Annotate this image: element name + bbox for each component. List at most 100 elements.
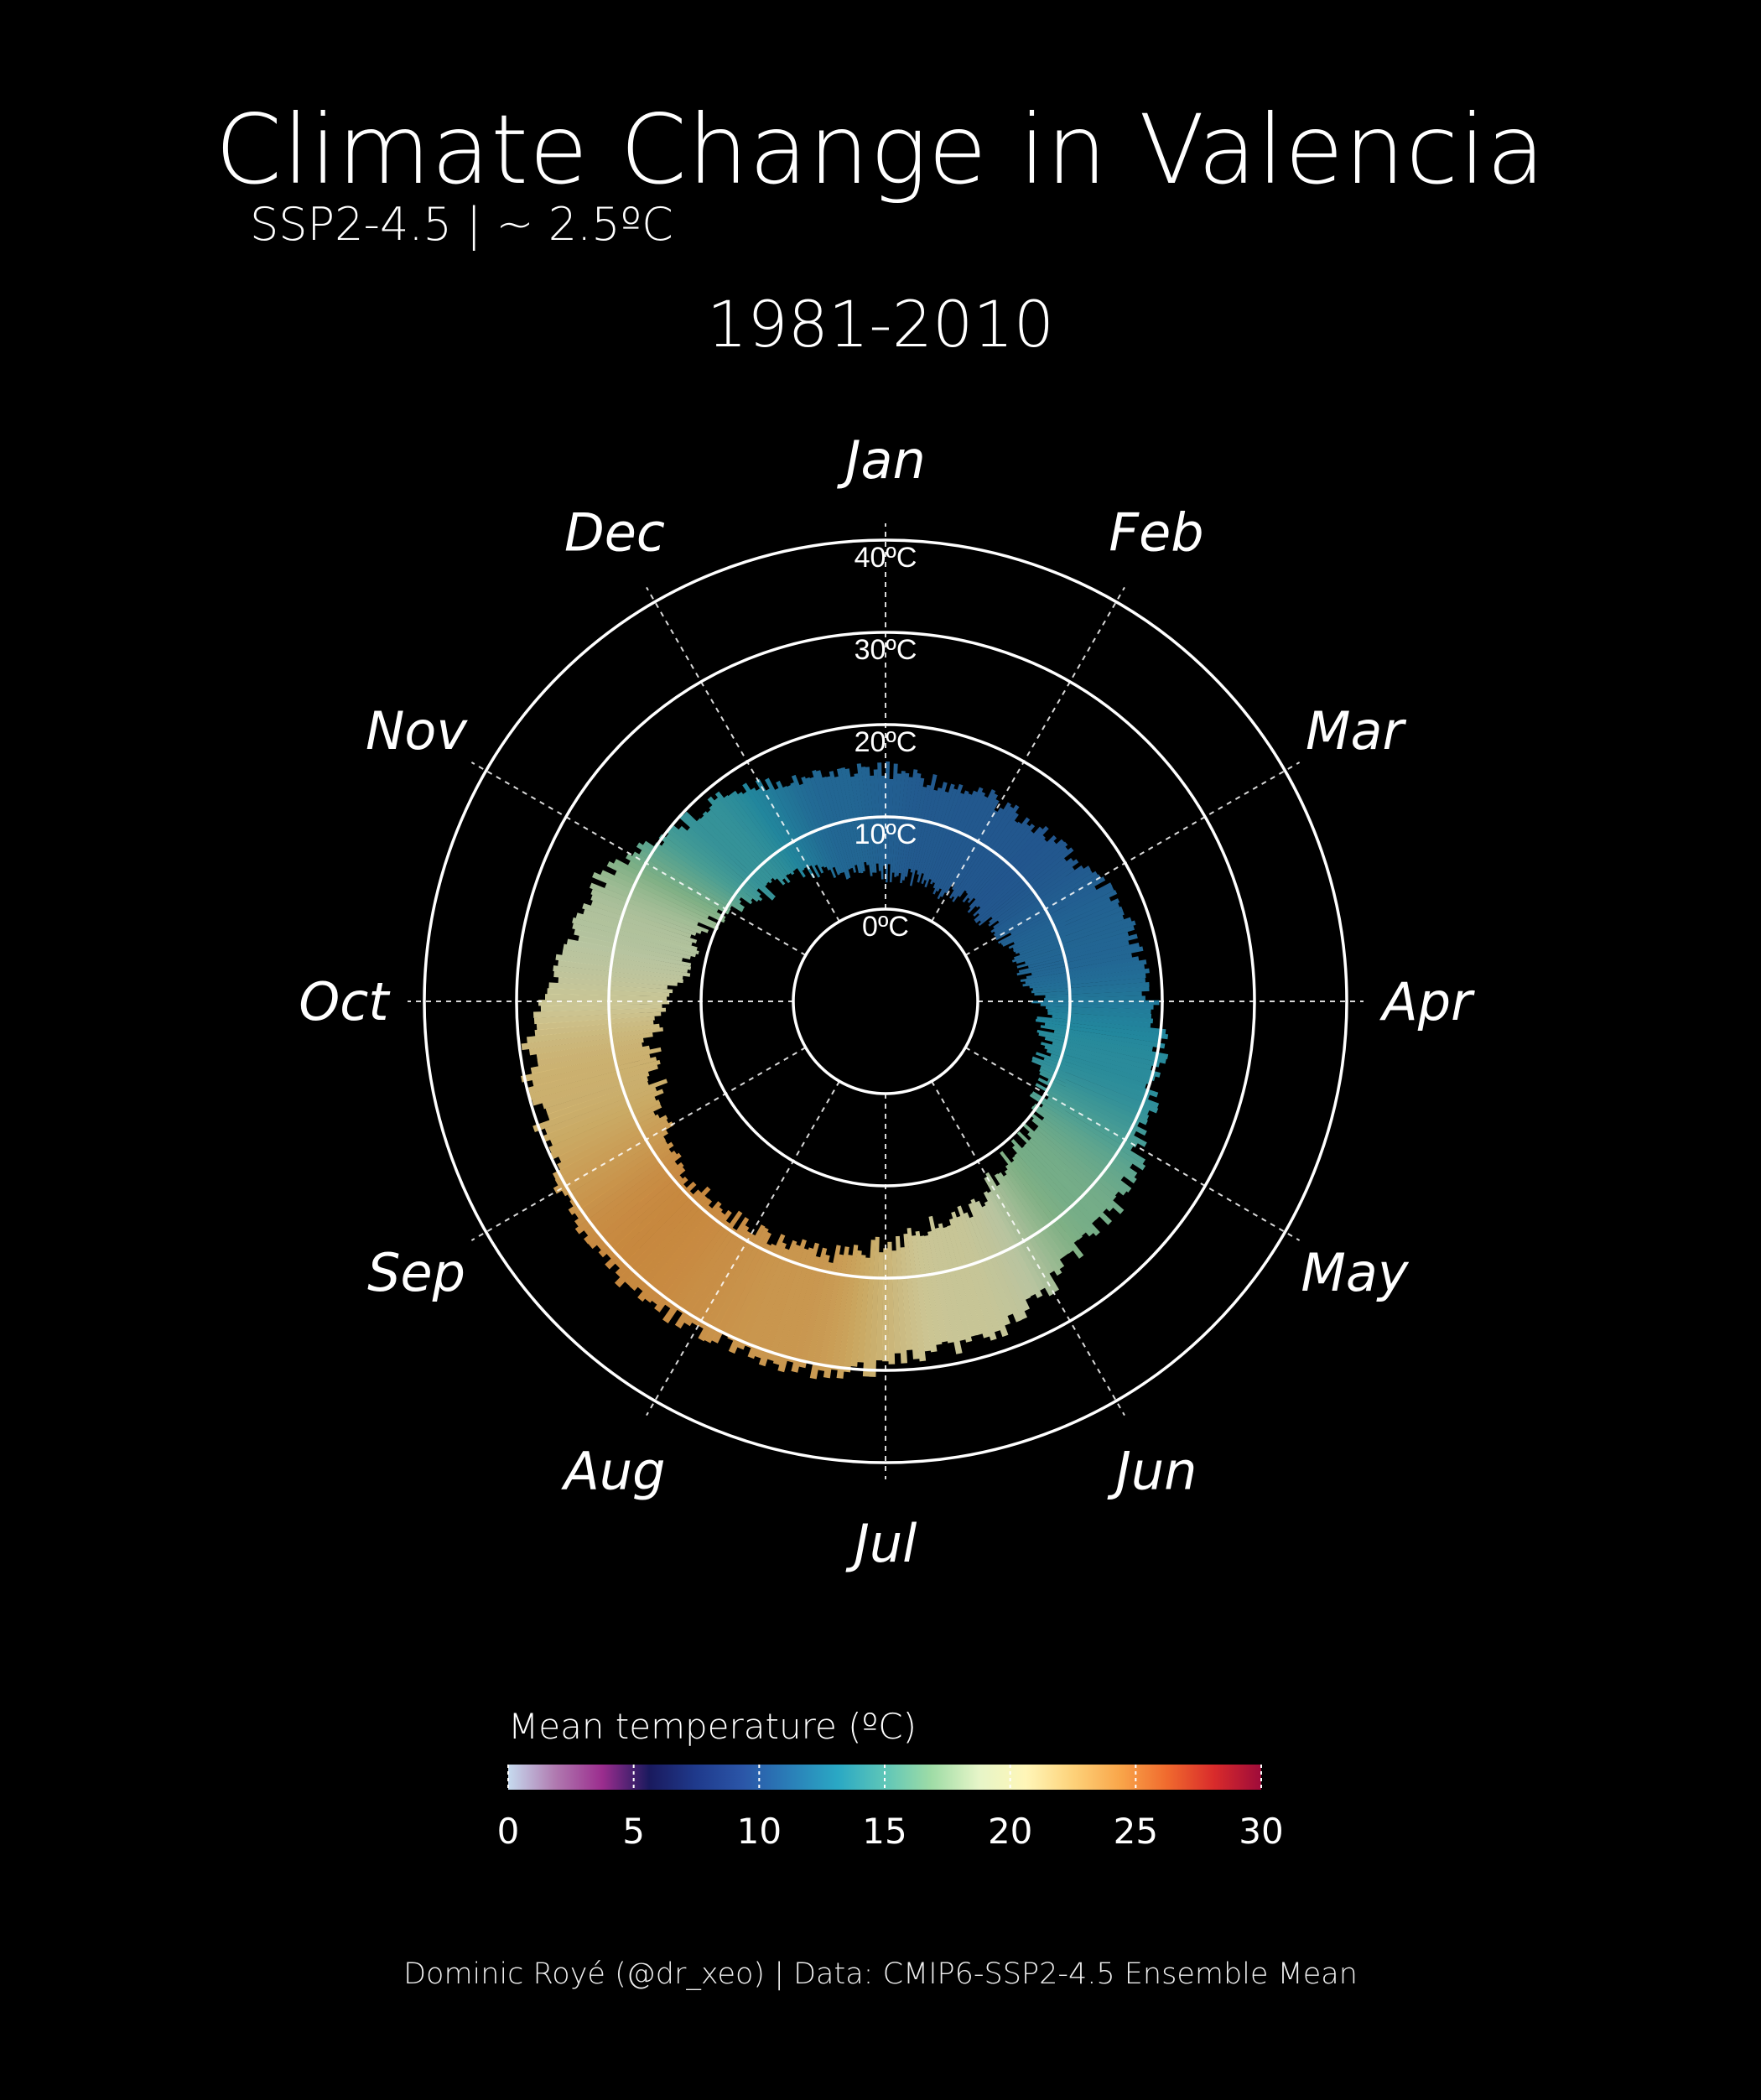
day-bar <box>698 1224 766 1342</box>
day-bar <box>898 777 913 874</box>
day-bar <box>582 902 698 943</box>
day-bar <box>527 1059 661 1101</box>
day-bar <box>711 1231 771 1344</box>
day-bar <box>952 804 1020 902</box>
day-bar <box>702 811 772 884</box>
day-bar <box>707 809 773 881</box>
day-bar <box>948 1218 990 1338</box>
day-bar <box>1050 1053 1147 1089</box>
day-bar <box>969 1216 1013 1317</box>
day-bar <box>1043 1058 1151 1099</box>
day-bar <box>574 1151 678 1227</box>
day-bar <box>566 938 692 967</box>
day-bar <box>1010 1139 1100 1236</box>
day-bar <box>1010 886 1097 935</box>
day-bar <box>1030 1113 1132 1193</box>
day-bar <box>1031 1118 1127 1196</box>
month-label: Mar <box>1306 700 1406 762</box>
day-bar <box>575 912 698 951</box>
day-bar <box>727 1243 777 1341</box>
day-bar <box>536 1037 644 1061</box>
day-bar <box>588 1167 686 1250</box>
day-bar <box>722 1243 771 1338</box>
day-bar <box>975 834 1046 908</box>
day-bar <box>553 971 678 986</box>
day-bar <box>887 778 894 865</box>
day-bar <box>939 796 988 890</box>
day-bar <box>1035 1083 1147 1147</box>
day-bar <box>1040 1065 1150 1115</box>
day-bar <box>530 1045 650 1074</box>
day-bar <box>1032 977 1145 991</box>
day-bar <box>1000 1151 1084 1259</box>
day-bar <box>536 1016 655 1031</box>
day-bar <box>1040 1042 1161 1078</box>
day-bar <box>1044 1022 1161 1043</box>
day-bar <box>540 1004 662 1012</box>
month-label: Feb <box>1109 502 1203 564</box>
day-bar <box>1016 946 1144 976</box>
day-bar <box>533 1011 662 1025</box>
day-bar <box>947 1224 983 1336</box>
day-bar <box>1022 968 1150 987</box>
day-bar <box>1036 1029 1169 1060</box>
day-bar <box>777 1242 819 1373</box>
colorbar-tick-label: 20 <box>988 1811 1032 1852</box>
day-bar <box>801 776 840 876</box>
day-bar <box>678 825 761 897</box>
day-bar <box>1011 1160 1078 1243</box>
colorbar: 0 5 10 15 20 25 30 <box>497 1765 1284 1852</box>
day-bar <box>929 793 964 881</box>
day-bar <box>742 782 806 878</box>
day-bar <box>997 1172 1065 1270</box>
day-bar <box>578 935 683 962</box>
month-label: Oct <box>299 971 391 1032</box>
day-bar <box>881 775 886 866</box>
day-bar <box>775 788 818 866</box>
day-bar <box>766 788 812 867</box>
day-bar <box>636 842 744 912</box>
month-label: Jul <box>845 1513 917 1574</box>
day-bar <box>932 787 984 895</box>
day-bar <box>687 827 759 891</box>
day-bar <box>978 847 1074 927</box>
day-bar <box>798 1255 830 1369</box>
day-bar <box>637 1205 713 1292</box>
day-bar <box>692 1230 751 1326</box>
day-bar <box>606 860 725 923</box>
day-bar <box>558 959 683 980</box>
day-bar <box>755 1244 801 1359</box>
day-bar <box>886 762 891 883</box>
day-bar <box>1052 1042 1152 1071</box>
day-bar <box>569 1140 668 1207</box>
day-bar <box>900 769 918 884</box>
radial-tick-label: 10ºC <box>855 819 917 850</box>
day-bar <box>1016 933 1138 969</box>
day-bar <box>962 817 1031 903</box>
day-bar <box>903 1233 920 1359</box>
day-bar <box>1016 925 1135 964</box>
day-bar <box>645 1207 723 1303</box>
day-bar <box>544 994 668 1001</box>
day-bar <box>678 813 775 901</box>
day-bar <box>737 1242 787 1350</box>
day-bar <box>924 783 964 888</box>
day-bar <box>1003 1174 1065 1260</box>
day-bar <box>944 798 1000 894</box>
day-bar <box>787 785 827 868</box>
day-bar <box>714 791 791 884</box>
day-bar <box>807 1261 834 1363</box>
day-bar <box>927 1230 954 1344</box>
day-bar <box>544 1087 657 1135</box>
day-bar <box>584 1162 684 1245</box>
day-bar <box>558 1111 656 1162</box>
day-bar <box>652 1211 725 1305</box>
day-bar <box>958 812 1019 897</box>
day-bar <box>574 1148 672 1219</box>
day-bar <box>527 1056 657 1094</box>
day-bar <box>1044 1045 1156 1082</box>
day-bar <box>654 1209 732 1312</box>
day-bar <box>924 1235 948 1343</box>
day-bar <box>627 860 719 912</box>
colorbar-tick-label: 10 <box>737 1811 782 1852</box>
